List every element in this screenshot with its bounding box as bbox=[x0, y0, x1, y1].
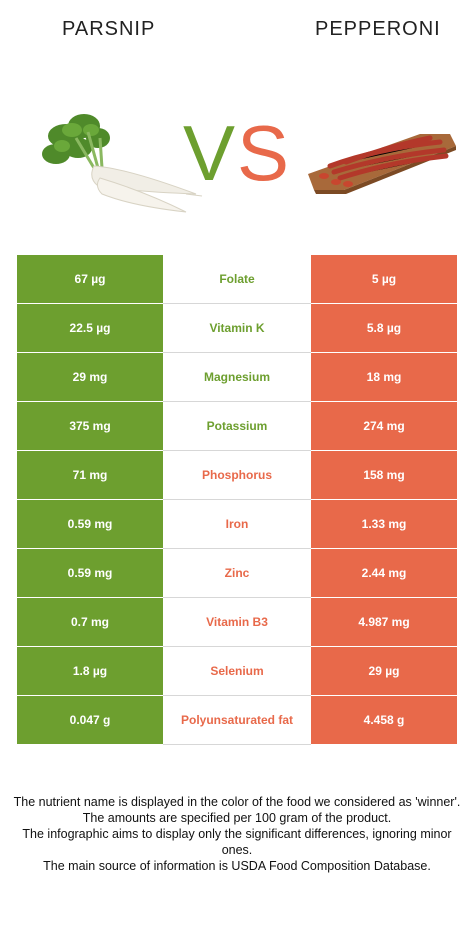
right-value: 274 mg bbox=[311, 401, 457, 451]
left-value: 0.047 g bbox=[17, 695, 163, 745]
table-row: 0.59 mg Zinc 2.44 mg bbox=[17, 548, 457, 598]
left-food-title: PARSNIP bbox=[62, 18, 156, 40]
right-value: 29 µg bbox=[311, 646, 457, 696]
nutrient-name: Potassium bbox=[163, 401, 311, 451]
pepperoni-image bbox=[308, 134, 456, 194]
nutrient-name: Phosphorus bbox=[163, 450, 311, 500]
nutrient-comparison-table: 67 µg Folate 5 µg 22.5 µg Vitamin K 5.8 µg 29 … bbox=[17, 255, 457, 745]
nutrient-name: Selenium bbox=[163, 646, 311, 696]
left-value: 22.5 µg bbox=[17, 303, 163, 353]
footer-line: The nutrient name is displayed in the co… bbox=[13, 795, 461, 809]
table-row: 29 mg Magnesium 18 mg bbox=[17, 352, 457, 402]
table-row: 67 µg Folate 5 µg bbox=[17, 255, 457, 304]
right-value: 2.44 mg bbox=[311, 548, 457, 598]
footer-line: The infographic aims to display only the… bbox=[22, 827, 452, 857]
nutrient-name: Folate bbox=[163, 255, 311, 304]
right-value: 4.458 g bbox=[311, 695, 457, 745]
right-food-title: PEPPERONI bbox=[315, 18, 441, 40]
left-value: 0.7 mg bbox=[17, 597, 163, 647]
left-value: 375 mg bbox=[17, 401, 163, 451]
vs-letter-s: S bbox=[237, 112, 289, 192]
nutrient-name: Vitamin K bbox=[163, 303, 311, 353]
nutrient-name: Zinc bbox=[163, 548, 311, 598]
table-row: 0.59 mg Iron 1.33 mg bbox=[17, 499, 457, 549]
left-value: 29 mg bbox=[17, 352, 163, 402]
nutrient-name: Vitamin B3 bbox=[163, 597, 311, 647]
nutrient-name: Iron bbox=[163, 499, 311, 549]
right-value: 4.987 mg bbox=[311, 597, 457, 647]
table-row: 375 mg Potassium 274 mg bbox=[17, 401, 457, 451]
table-row: 0.7 mg Vitamin B3 4.987 mg bbox=[17, 597, 457, 647]
left-value: 0.59 mg bbox=[17, 499, 163, 549]
left-value: 67 µg bbox=[17, 255, 163, 304]
vs-logo: V S bbox=[183, 112, 289, 192]
table-row: 0.047 g Polyunsaturated fat 4.458 g bbox=[17, 695, 457, 745]
right-value: 1.33 mg bbox=[311, 499, 457, 549]
vs-letter-v: V bbox=[183, 112, 235, 192]
right-value: 5 µg bbox=[311, 255, 457, 304]
parsnip-image bbox=[42, 114, 203, 213]
right-value: 18 mg bbox=[311, 352, 457, 402]
table-row: 22.5 µg Vitamin K 5.8 µg bbox=[17, 303, 457, 353]
right-value: 5.8 µg bbox=[311, 303, 457, 353]
footer-line: The amounts are specified per 100 gram o… bbox=[82, 811, 392, 825]
right-value: 158 mg bbox=[311, 450, 457, 500]
left-value: 0.59 mg bbox=[17, 548, 163, 598]
nutrient-name: Magnesium bbox=[163, 352, 311, 402]
nutrient-name: Polyunsaturated fat bbox=[163, 695, 311, 745]
table-row: 71 mg Phosphorus 158 mg bbox=[17, 450, 457, 500]
footer-notes: The nutrient name is displayed in the co… bbox=[10, 794, 464, 874]
footer-line: The main source of information is USDA F… bbox=[43, 859, 431, 873]
table-row: 1.8 µg Selenium 29 µg bbox=[17, 646, 457, 696]
left-value: 71 mg bbox=[17, 450, 163, 500]
left-value: 1.8 µg bbox=[17, 646, 163, 696]
